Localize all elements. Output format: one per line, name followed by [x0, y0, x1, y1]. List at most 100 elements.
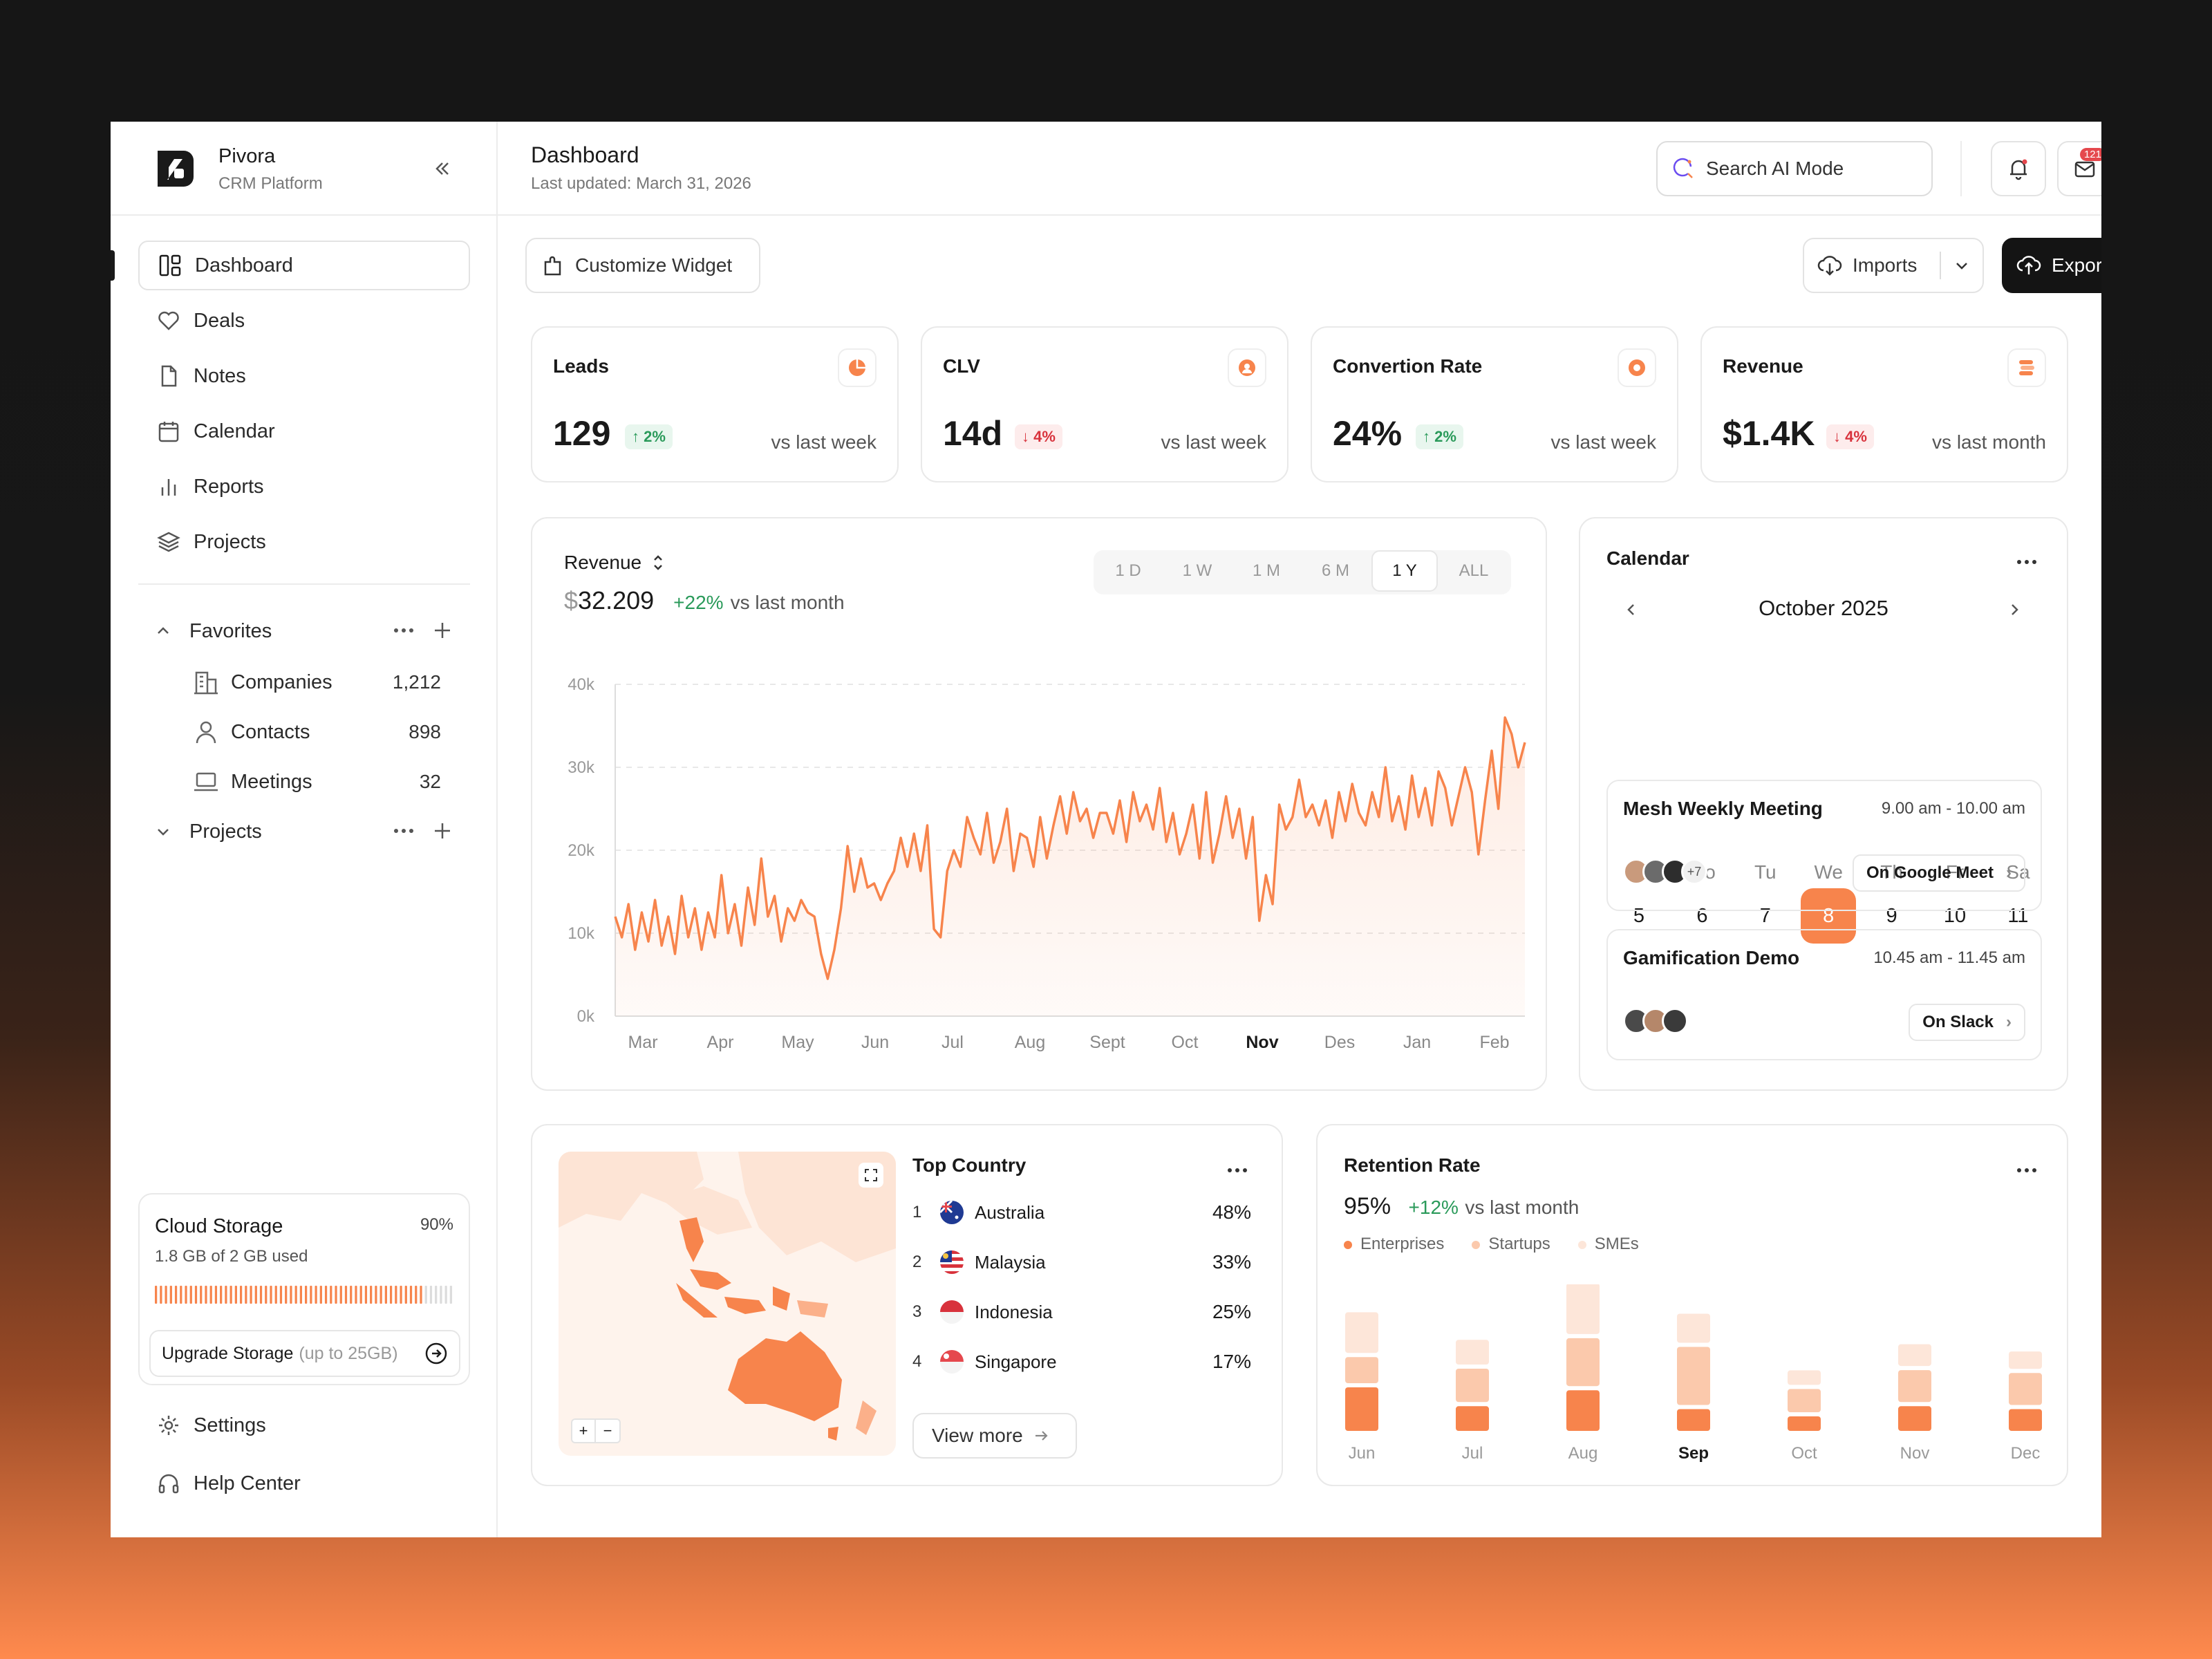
- customize-widget-button[interactable]: Customize Widget: [525, 238, 760, 293]
- retention-more-icon[interactable]: [2013, 1160, 2041, 1181]
- storage-tick: [359, 1286, 362, 1304]
- kpi-card-leads[interactable]: Leads 129 ↑ 2% vs last week: [531, 326, 899, 482]
- singapore-flag-icon: [940, 1350, 964, 1374]
- event-location-button[interactable]: On Google Meet ›: [1852, 854, 2025, 892]
- nav-reports[interactable]: Reports: [138, 462, 470, 512]
- search-ai-input[interactable]: Search AI Mode: [1656, 141, 1933, 196]
- favorites-header[interactable]: Favorites: [155, 614, 487, 648]
- country-percent: 33%: [1212, 1251, 1251, 1273]
- messages-button[interactable]: 121: [2057, 141, 2101, 196]
- exports-button[interactable]: Exports: [2002, 238, 2101, 293]
- country-row[interactable]: 1 Australia 48%: [912, 1192, 1251, 1233]
- favorites-add-icon[interactable]: [429, 617, 456, 644]
- chevron-left-icon[interactable]: [1618, 596, 1645, 624]
- calendar-day[interactable]: 11: [2007, 904, 2029, 927]
- kpi-card-conversion-rate[interactable]: Convertion Rate 24% ↑ 2% vs last week: [1311, 326, 1678, 482]
- country-row[interactable]: 3 Indonesia 25%: [912, 1291, 1251, 1333]
- nav-dashboard[interactable]: Dashboard: [138, 241, 470, 290]
- day-name: Fr: [1945, 861, 1965, 883]
- calendar-month: October 2025: [1759, 596, 1888, 620]
- retention-bar-enterprises: [1345, 1387, 1378, 1431]
- nav-calendar[interactable]: Calendar: [138, 406, 470, 456]
- file-icon: [155, 362, 182, 390]
- range-6m[interactable]: 6 M: [1321, 561, 1349, 580]
- retention-bar-startups: [1566, 1338, 1600, 1387]
- puzzle-icon: [542, 254, 565, 277]
- revenue-chart-title: Revenue: [564, 552, 642, 573]
- y-tick-label: 10k: [568, 924, 595, 943]
- retention-bar-startups: [1677, 1347, 1710, 1405]
- view-more-button[interactable]: View more: [912, 1413, 1077, 1459]
- nav-notes[interactable]: Notes: [138, 351, 470, 401]
- event-location-button[interactable]: On Slack ›: [1909, 1004, 2025, 1041]
- storage-tick: [379, 1286, 382, 1304]
- pivora-logo-icon: [153, 147, 198, 191]
- retention-legend: Enterprises Startups SMEs: [1344, 1235, 1639, 1254]
- event-time: 10.45 am - 11.45 am: [1873, 948, 2025, 967]
- nav-label: Deals: [194, 309, 245, 332]
- notifications-button[interactable]: [1991, 141, 2046, 196]
- storage-tick: [319, 1286, 322, 1304]
- storage-tick: [194, 1286, 198, 1304]
- fullscreen-icon[interactable]: [859, 1163, 883, 1188]
- country-name: Singapore: [975, 1351, 1057, 1372]
- nav-deals[interactable]: Deals: [138, 296, 470, 346]
- range-all[interactable]: ALL: [1459, 561, 1489, 580]
- storage-tick: [220, 1286, 223, 1304]
- chevron-right-icon[interactable]: [2000, 596, 2028, 624]
- world-map[interactable]: + −: [559, 1152, 896, 1456]
- event-title: Mesh Weekly Meeting: [1623, 798, 1823, 819]
- favorite-companies[interactable]: Companies 1,212: [192, 662, 441, 703]
- kpi-card-clv[interactable]: CLV 14d ↓ 4% vs last week: [921, 326, 1288, 482]
- headphones-icon: [155, 1470, 182, 1497]
- projects-add-icon[interactable]: [429, 817, 456, 845]
- zoom-out-icon[interactable]: −: [603, 1422, 612, 1439]
- favorites-more-icon[interactable]: [390, 617, 418, 644]
- zoom-in-icon[interactable]: +: [572, 1420, 596, 1442]
- revenue-total: $32.209 +22% vs last month: [564, 586, 845, 615]
- kpi-compare: vs last week: [771, 431, 877, 453]
- range-1w[interactable]: 1 W: [1182, 561, 1212, 580]
- storage-tick: [229, 1286, 232, 1304]
- top-country-more-icon[interactable]: [1224, 1160, 1251, 1181]
- retention-compare: vs last month: [1465, 1197, 1580, 1218]
- collapse-sidebar-icon[interactable]: [429, 155, 456, 182]
- nav-help-center[interactable]: Help Center: [138, 1459, 470, 1508]
- event-card[interactable]: Mesh Weekly Meeting 9.00 am - 10.00 am +…: [1606, 780, 2042, 911]
- imports-button[interactable]: Imports: [1803, 238, 1984, 293]
- retention-bar-smes: [1677, 1313, 1710, 1343]
- nav-settings[interactable]: Settings: [138, 1400, 470, 1450]
- calendar-more-icon[interactable]: [2013, 552, 2041, 572]
- storage-tick: [265, 1286, 268, 1304]
- projects-header[interactable]: Projects: [155, 814, 418, 849]
- top-country-title: Top Country: [912, 1154, 1027, 1176]
- favorite-meetings[interactable]: Meetings 32: [192, 761, 441, 803]
- range-1y[interactable]: 1 Y: [1371, 550, 1438, 592]
- storage-tick: [285, 1286, 288, 1304]
- favorite-contacts[interactable]: Contacts 898: [192, 711, 441, 753]
- kpi-card-revenue[interactable]: Revenue $1.4K ↓ 4% vs last month: [1700, 326, 2068, 482]
- revenue-area-chart: 0k 10k 20k 30k 40k Mar Apr May Jun Jul Aug Sept Oct N…: [568, 675, 1526, 1052]
- country-name: Indonesia: [975, 1301, 1053, 1322]
- revenue-compare: vs last month: [730, 592, 845, 613]
- customize-label: Customize Widget: [575, 254, 733, 276]
- kpi-title: Revenue: [1723, 355, 1803, 377]
- revenue-chart-card: Revenue $32.209 +22% vs last month 1 D 1…: [531, 517, 1547, 1091]
- revenue-selector[interactable]: Revenue: [564, 552, 665, 574]
- range-1d[interactable]: 1 D: [1115, 561, 1141, 580]
- event-card[interactable]: Gamification Demo 10.45 am - 11.45 am On…: [1606, 929, 2042, 1060]
- upgrade-storage-button[interactable]: Upgrade Storage (up to 25GB): [149, 1330, 460, 1377]
- storage-tick: [225, 1286, 227, 1304]
- nav-projects[interactable]: Projects: [138, 517, 470, 567]
- kpi-value: 24%: [1333, 414, 1403, 453]
- arrow-right-icon: [1033, 1427, 1049, 1444]
- country-row[interactable]: 4 Singapore 17%: [912, 1341, 1251, 1382]
- projects-more-icon[interactable]: [390, 817, 418, 845]
- x-tick-label: Jul: [941, 1033, 964, 1052]
- calendar-day[interactable]: 10: [1943, 904, 1967, 927]
- chevron-down-icon[interactable]: [1953, 257, 1970, 274]
- arrow-down-icon: ↓: [1022, 428, 1034, 445]
- favorite-count: 1,212: [392, 671, 441, 693]
- country-row[interactable]: 2 Malaysia 33%: [912, 1241, 1251, 1283]
- range-1m[interactable]: 1 M: [1252, 561, 1280, 580]
